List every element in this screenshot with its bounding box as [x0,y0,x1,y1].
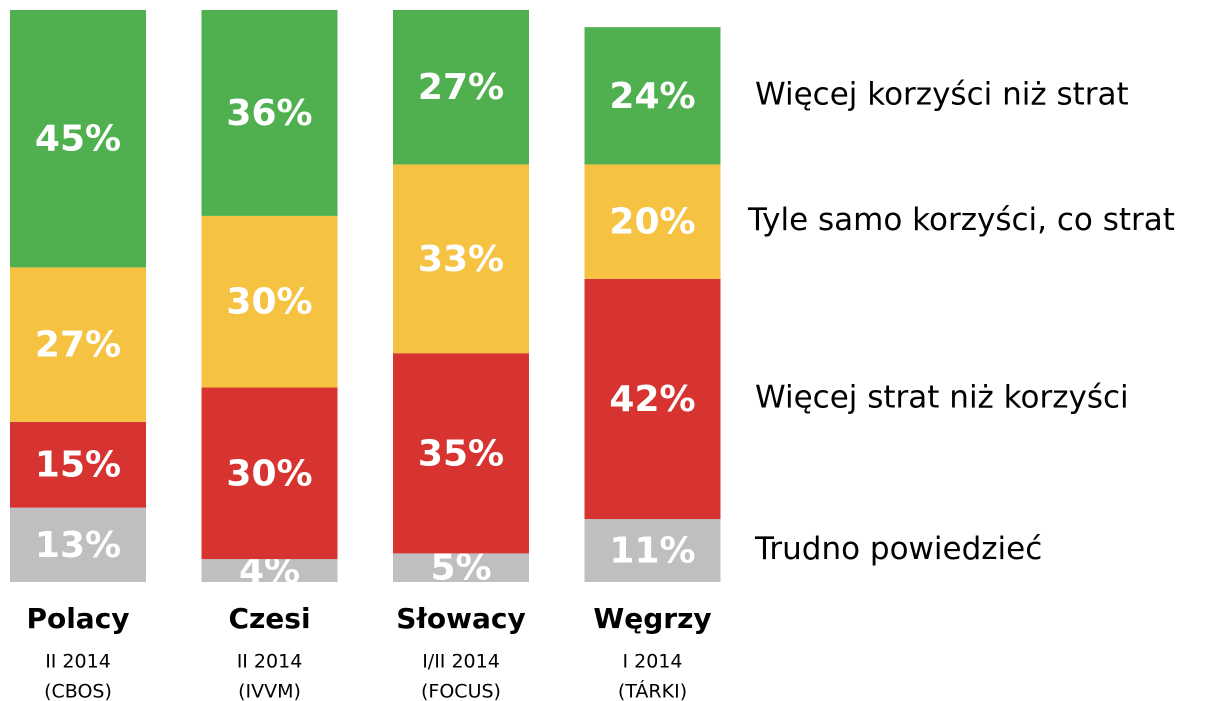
value-label: 27% [418,67,504,108]
category-detail: (TÁRKI) [618,680,687,701]
plot-area: 13%15%27%45%4%30%30%36%5%35%33%27%11%42%… [10,10,721,589]
value-label: 5% [430,548,491,589]
value-label: 42% [609,379,695,420]
bar-segment [201,215,338,388]
category-label: Polacy [26,602,129,635]
value-label: 15% [35,445,121,486]
value-label: 11% [609,531,695,572]
value-label: 27% [35,325,121,366]
bar-segment [10,507,146,582]
bar-segment [10,421,146,508]
category-detail: (FOCUS) [421,681,501,701]
legend-label: Więcej korzyści niż strat [755,76,1129,112]
bar-segment [584,278,721,520]
bar-segment [10,267,146,422]
bar-segment [201,387,338,560]
value-label: 13% [35,525,121,566]
category-label: Węgrzy [593,602,711,635]
category-detail: (CBOS) [44,681,112,701]
legend-label: Więcej strat niż korzyści [755,379,1129,415]
legend-label: Tyle samo korzyści, co strat [747,202,1175,238]
bar-segment [584,27,721,165]
bar-segment [393,553,529,582]
value-label: 33% [418,239,504,280]
value-label: 30% [226,282,312,323]
bar-segment [393,10,529,165]
value-label: 24% [609,76,695,117]
category-detail: (IVVM) [238,681,301,701]
bar-segment [10,10,146,268]
legend-label: Trudno powiedzieć [754,531,1042,567]
category-detail: I 2014 [623,651,683,673]
category-label: Słowacy [396,602,525,635]
bar-segment [393,164,529,354]
category-label: Czesi [228,602,310,635]
bar-segment [201,10,338,216]
category-detail: II 2014 [237,651,303,673]
value-label: 30% [226,453,312,494]
bar-segment [393,353,529,554]
value-label: 36% [226,93,312,134]
value-label: 20% [609,202,695,243]
category-detail: II 2014 [45,651,111,673]
category-detail: I/II 2014 [422,651,500,673]
bar-segment [584,519,721,582]
value-label: 35% [418,433,504,474]
bar-segment [201,559,338,582]
bar-segment [584,164,721,279]
value-label: 45% [35,119,121,160]
